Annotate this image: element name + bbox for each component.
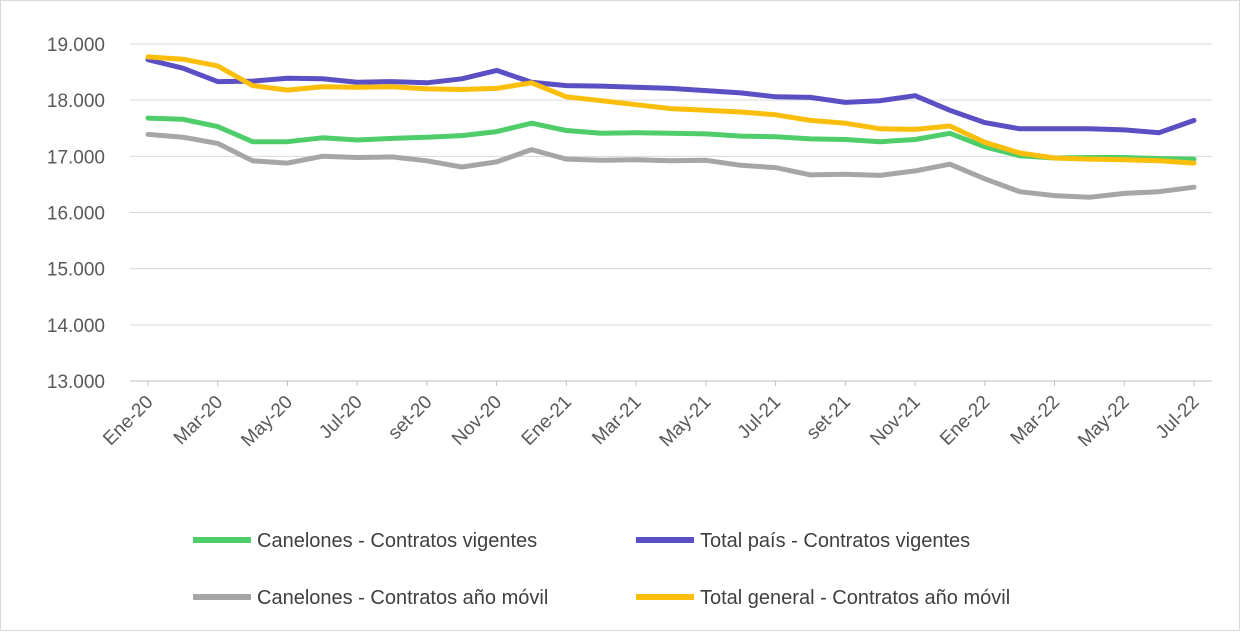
x-tick-label: Ene-22	[936, 392, 994, 450]
x-tick-label: Mar-21	[588, 392, 645, 449]
y-tick-label: 13.000	[47, 372, 105, 393]
x-tick-label: Nov-20	[448, 392, 506, 450]
y-tick-label: 18.000	[47, 91, 105, 112]
x-tick-label: Jul-22	[1152, 392, 1203, 443]
x-tick-label: Jul-21	[734, 392, 785, 443]
legend-label-0: Canelones - Contratos vigentes	[257, 530, 537, 552]
y-tick-label: 17.000	[47, 147, 105, 168]
x-axis-ticks: Ene-20 Mar-20 May-20 Jul-20 set-20 Nov-20 Ene-…	[99, 381, 1204, 452]
y-axis-ticks: 19.000 18.000 17.000 16.000 15.000 14.000 13.0…	[47, 35, 105, 393]
y-tick-label: 15.000	[47, 260, 105, 281]
x-tick-label: May-21	[656, 392, 716, 452]
x-tick-label: Ene-20	[99, 392, 157, 450]
x-tick-label: Mar-20	[170, 392, 227, 449]
series-line-0	[145, 115, 1197, 162]
y-tick-label: 19.000	[47, 35, 105, 56]
x-tick-label: set-21	[803, 392, 855, 444]
series-line-2	[145, 131, 1197, 200]
series-lines	[145, 54, 1197, 200]
gridlines	[130, 43, 1212, 382]
x-tick-label: set-20	[384, 392, 436, 444]
y-tick-label: 16.000	[47, 204, 105, 225]
x-tick-label: May-20	[237, 392, 297, 452]
series-line-1	[145, 57, 1197, 136]
legend-label-1: Total país - Contratos vigentes	[700, 530, 970, 552]
x-tick-label: Mar-22	[1007, 392, 1064, 449]
legend: Canelones - Contratos vigentes Total país…	[193, 530, 1010, 609]
x-tick-label: Ene-21	[518, 392, 576, 450]
x-tick-label: Nov-21	[866, 392, 924, 450]
series-line-3	[145, 54, 1197, 166]
y-tick-label: 14.000	[47, 316, 105, 337]
legend-label-3: Total general - Contratos año móvil	[700, 587, 1010, 609]
legend-label-2: Canelones - Contratos año móvil	[257, 587, 548, 609]
x-tick-label: May-22	[1074, 392, 1134, 452]
x-tick-label: Jul-20	[315, 392, 366, 443]
